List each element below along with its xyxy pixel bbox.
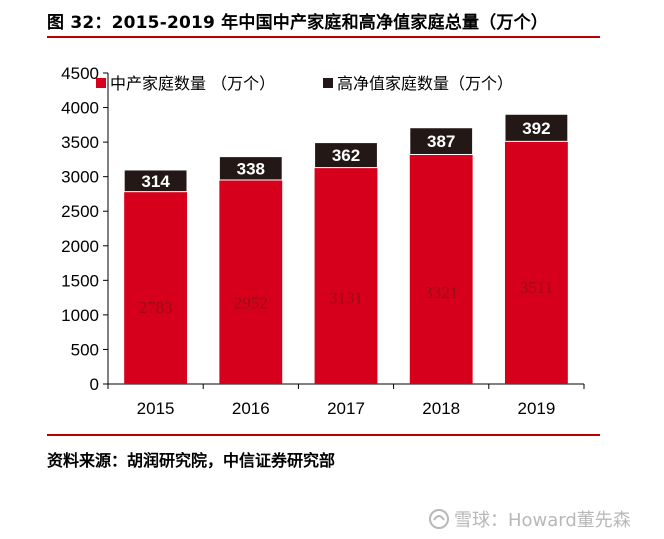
snowball-logo-icon: [429, 509, 449, 529]
data-label-high-net-worth: 392: [522, 119, 550, 138]
legend: 中产家庭数量 （万个） 高净值家庭数量（万个）: [96, 74, 513, 93]
x-tick-label: 2017: [327, 399, 365, 418]
legend-item-middle-class-swatch: [96, 78, 106, 88]
data-label-middle-class: 3321: [424, 283, 458, 302]
data-label-high-net-worth: 338: [237, 159, 265, 178]
x-tick-label: 2016: [232, 399, 270, 418]
data-label-high-net-worth: 362: [332, 146, 360, 165]
legend-item-middle-class-label: 中产家庭数量 （万个）: [110, 74, 275, 93]
bar-segment-middle-class: [219, 179, 283, 384]
watermark: 雪球：Howard董先森: [428, 506, 631, 532]
y-tick-label: 1500: [61, 271, 99, 290]
bar-segment-middle-class: [314, 167, 378, 384]
data-label-middle-class: 3511: [520, 278, 553, 297]
y-tick-label: 2000: [61, 237, 99, 256]
bars: 314 2783 338 2952 362 3131 387 3321 392 3511: [123, 113, 569, 384]
y-tick-label: 4500: [61, 64, 99, 83]
y-tick-label: 4000: [61, 99, 99, 118]
data-label-middle-class: 3131: [329, 288, 363, 307]
title-rule: [47, 36, 600, 38]
figure-title: 图 32：2015-2019 年中国中产家庭和高净值家庭总量（万个）: [47, 13, 548, 33]
source-rule: [47, 434, 600, 436]
x-tick-label: 2015: [137, 399, 175, 418]
data-label-high-net-worth: 314: [141, 172, 170, 191]
y-tick-label: 0: [90, 375, 99, 394]
x-tick-label: 2018: [422, 399, 460, 418]
watermark-text: 雪球：Howard董先森: [454, 510, 631, 531]
y-tick-label: 1000: [61, 306, 99, 325]
y-tick-label: 2500: [61, 202, 99, 221]
data-label-middle-class: 2783: [139, 298, 173, 317]
bar-segment-high-net-worth: [123, 169, 188, 193]
bar-segment-high-net-worth: [409, 127, 474, 155]
legend-item-high-net-worth-swatch: [323, 78, 333, 88]
data-label-middle-class: 2952: [234, 293, 268, 312]
bar-segment-high-net-worth: [314, 142, 378, 169]
bar-segment-middle-class: [409, 154, 473, 384]
bar-segment-high-net-worth: [504, 113, 569, 142]
data-label-high-net-worth: 387: [427, 132, 455, 151]
y-tick-label: 3500: [61, 133, 99, 152]
y-tick-label: 500: [71, 340, 99, 359]
x-tick-label: 2019: [517, 399, 555, 418]
y-tick-label: 3000: [61, 168, 99, 187]
source-note: 资料来源：胡润研究院，中信证券研究部: [47, 451, 336, 470]
bar-segment-middle-class: [124, 191, 188, 384]
legend-item-high-net-worth-label: 高净值家庭数量（万个）: [337, 74, 513, 93]
bar-segment-middle-class: [504, 141, 568, 384]
x-tick-labels: 2015 2016 2017 2018 2019: [137, 399, 556, 418]
bar-segment-high-net-worth: [218, 156, 283, 181]
y-tick-labels: 0 500 1000 1500 2000 2500 3000 3500 4000 4500: [61, 64, 99, 394]
